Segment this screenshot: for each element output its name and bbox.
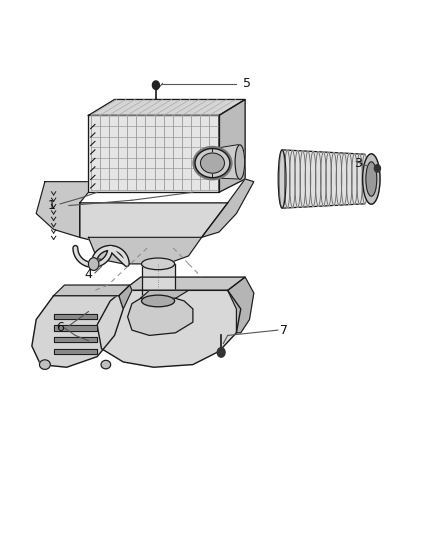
Ellipse shape [39,360,50,369]
Text: 1: 1 [47,199,55,212]
Ellipse shape [101,360,111,369]
Polygon shape [53,285,130,296]
Polygon shape [228,277,254,333]
Ellipse shape [346,154,352,205]
Polygon shape [88,237,201,264]
Polygon shape [123,277,245,290]
Ellipse shape [279,150,285,208]
Text: 3: 3 [354,157,362,169]
Ellipse shape [235,145,245,179]
Polygon shape [53,325,97,330]
Text: 6: 6 [56,321,64,334]
Ellipse shape [336,153,342,205]
Circle shape [88,257,99,270]
Ellipse shape [357,154,363,204]
Ellipse shape [363,154,380,204]
Ellipse shape [331,152,337,205]
Polygon shape [119,285,132,309]
Polygon shape [201,179,254,237]
Ellipse shape [326,152,332,206]
Polygon shape [53,314,97,319]
Polygon shape [141,264,175,298]
Ellipse shape [362,154,367,204]
Circle shape [217,348,225,357]
Ellipse shape [305,151,311,207]
Ellipse shape [195,149,230,177]
Polygon shape [127,298,193,335]
Ellipse shape [310,151,316,206]
Polygon shape [219,100,245,192]
Circle shape [374,165,381,172]
Ellipse shape [300,151,306,207]
Polygon shape [88,115,219,192]
Ellipse shape [141,293,175,304]
Polygon shape [36,182,97,237]
Polygon shape [88,100,245,115]
Ellipse shape [295,151,300,207]
Ellipse shape [366,162,377,196]
Ellipse shape [141,258,175,270]
Polygon shape [97,290,241,367]
Ellipse shape [341,153,347,205]
Text: 7: 7 [280,324,288,337]
Text: 4: 4 [85,268,92,281]
Ellipse shape [201,153,224,173]
Ellipse shape [321,152,326,206]
Ellipse shape [141,295,175,307]
Circle shape [152,81,159,90]
Ellipse shape [290,150,295,208]
Polygon shape [53,349,97,354]
Polygon shape [53,337,97,342]
Ellipse shape [352,154,357,204]
Ellipse shape [278,150,286,208]
Polygon shape [212,144,239,179]
Polygon shape [80,203,228,251]
Ellipse shape [284,150,290,208]
Ellipse shape [315,152,321,206]
Polygon shape [282,150,365,208]
Polygon shape [32,296,123,367]
Polygon shape [141,290,188,298]
Text: 5: 5 [243,77,251,90]
